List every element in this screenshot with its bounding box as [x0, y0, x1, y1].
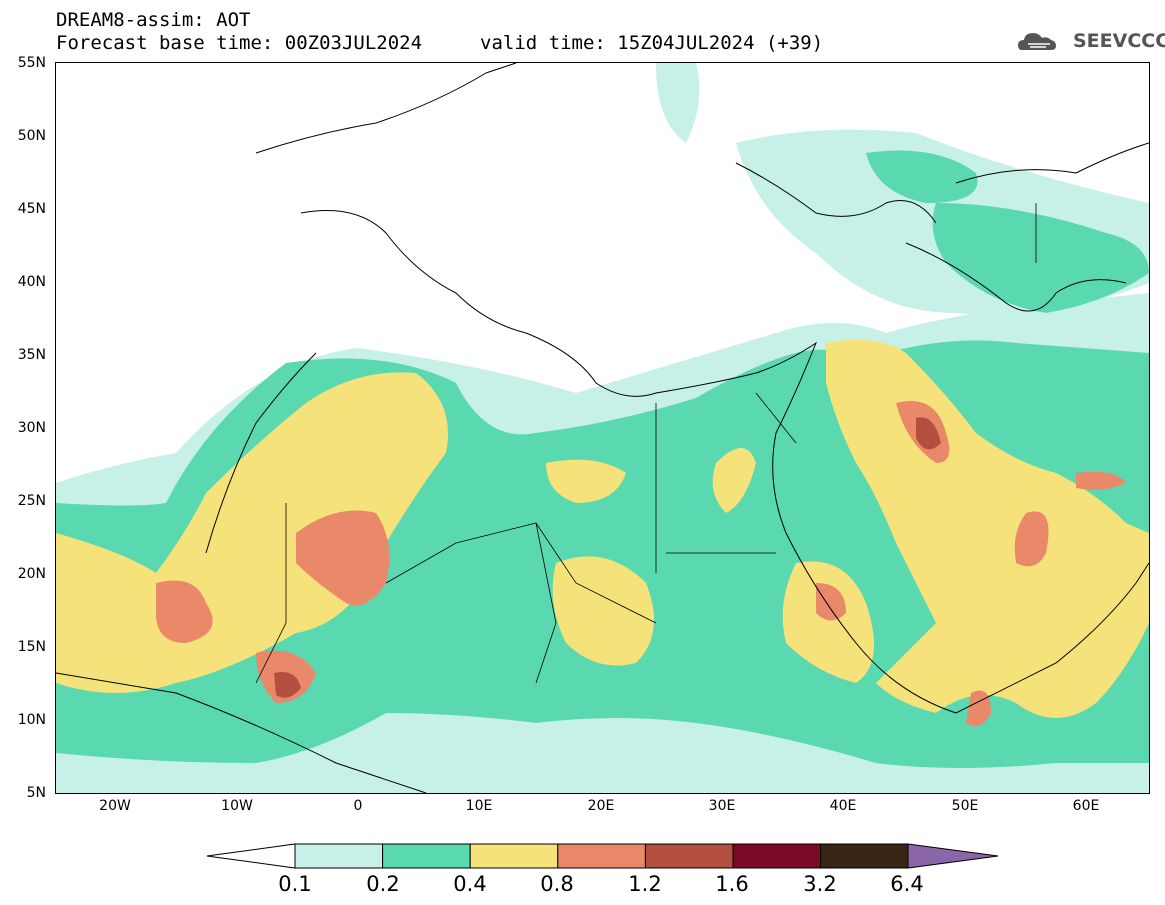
lon-label: 60E — [1072, 798, 1100, 814]
colorbar-cell — [644, 843, 734, 869]
aot-field — [56, 63, 1149, 793]
lon-label: 40E — [829, 798, 857, 814]
colorbar-label: 6.4 — [890, 872, 924, 896]
colorbar-label: 0.2 — [366, 872, 400, 896]
map-title: DREAM8-assim: AOT — [56, 9, 251, 31]
colorbar-label: 1.6 — [715, 872, 749, 896]
lon-label: 10W — [221, 798, 253, 814]
colorbar-label: 3.2 — [803, 872, 837, 896]
lat-label: 40N — [17, 274, 46, 290]
colorbar-under-triangle — [206, 843, 296, 869]
lon-label: 30E — [708, 798, 736, 814]
lat-label: 5N — [26, 785, 46, 801]
colorbar-label: 0.1 — [278, 872, 312, 896]
aot-band-1.2 — [274, 417, 941, 698]
lat-label: 10N — [17, 712, 46, 728]
lat-label: 30N — [17, 420, 46, 436]
lat-label: 25N — [17, 493, 46, 509]
colorbar-cell — [294, 843, 384, 869]
colorbar-cell — [820, 843, 909, 869]
aot-map — [55, 62, 1150, 794]
forecast-base-time: Forecast base time: 00Z03JUL2024 — [56, 32, 423, 54]
lon-label: 50E — [951, 798, 979, 814]
colorbar-cell — [557, 843, 646, 869]
lon-label: 10E — [465, 798, 493, 814]
lat-label: 35N — [17, 347, 46, 363]
aot-band-0.4 — [56, 339, 1149, 718]
valid-time: valid time: 15Z04JUL2024 (+39) — [480, 32, 824, 54]
cloud-icon — [1018, 33, 1056, 50]
colorbar-cell — [382, 843, 471, 869]
colorbar-label: 0.8 — [540, 872, 574, 896]
colorbar — [206, 843, 999, 869]
lon-label: 0 — [353, 798, 363, 814]
colorbar-cells — [294, 843, 909, 869]
lat-label: 20N — [17, 566, 46, 582]
coastlines — [56, 63, 1149, 793]
lon-label: 20W — [99, 798, 131, 814]
lon-label: 20E — [587, 798, 615, 814]
borders — [255, 203, 1037, 684]
colorbar-label: 0.4 — [453, 872, 487, 896]
lat-label: 15N — [17, 639, 46, 655]
colorbar-label: 1.2 — [628, 872, 662, 896]
lat-label: 55N — [17, 55, 46, 71]
colorbar-over-triangle — [907, 843, 999, 869]
logo-text: SEEVCCC — [1073, 30, 1165, 52]
colorbar-cell — [469, 843, 559, 869]
lat-label: 50N — [17, 128, 46, 144]
colorbar-cell — [732, 843, 822, 869]
lat-label: 45N — [17, 201, 46, 217]
